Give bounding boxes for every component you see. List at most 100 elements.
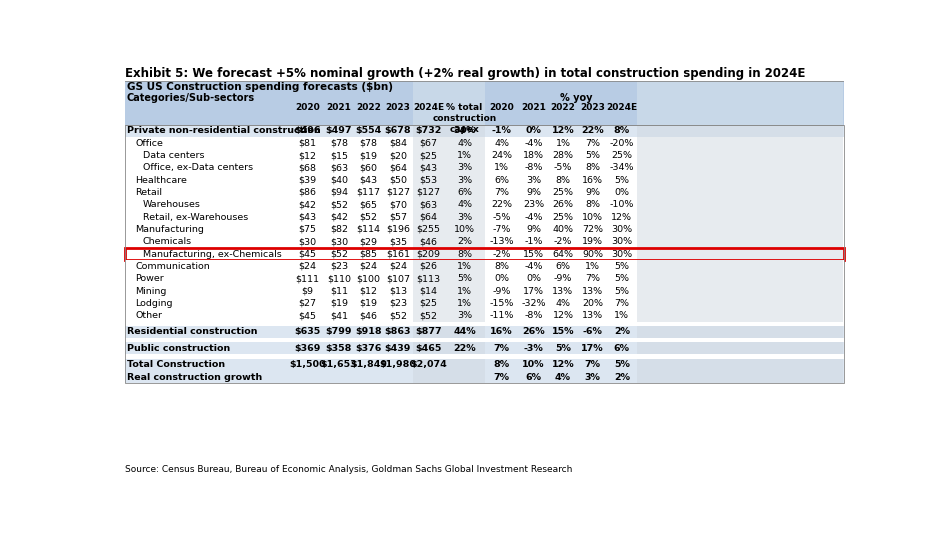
Text: 6%: 6% bbox=[526, 373, 541, 382]
Text: 0%: 0% bbox=[526, 127, 541, 135]
Text: $43: $43 bbox=[419, 163, 437, 172]
Text: $19: $19 bbox=[359, 151, 378, 160]
Text: Manufacturing: Manufacturing bbox=[135, 225, 204, 234]
Bar bbox=[636, 162, 844, 174]
Text: -32%: -32% bbox=[521, 299, 546, 308]
Text: 44%: 44% bbox=[454, 327, 476, 336]
Text: 7%: 7% bbox=[495, 188, 509, 197]
Text: 6%: 6% bbox=[555, 262, 571, 271]
Text: $127: $127 bbox=[417, 188, 440, 197]
Bar bbox=[636, 199, 844, 211]
Bar bbox=[444, 297, 485, 309]
Bar bbox=[126, 223, 844, 236]
Text: -8%: -8% bbox=[524, 163, 543, 172]
Text: 1%: 1% bbox=[457, 299, 472, 308]
Text: $39: $39 bbox=[299, 176, 317, 185]
Text: 13%: 13% bbox=[553, 287, 573, 295]
Bar bbox=[126, 248, 844, 260]
Bar bbox=[413, 223, 444, 236]
Text: $113: $113 bbox=[417, 274, 440, 283]
Bar bbox=[413, 248, 444, 260]
Bar bbox=[413, 174, 444, 186]
Text: $42: $42 bbox=[330, 213, 348, 222]
Bar bbox=[126, 326, 844, 338]
Bar bbox=[636, 273, 844, 285]
Bar bbox=[444, 211, 485, 223]
Text: 2%: 2% bbox=[457, 237, 472, 246]
Text: Mining: Mining bbox=[135, 287, 166, 295]
Text: 7%: 7% bbox=[585, 274, 600, 283]
Bar bbox=[413, 186, 444, 199]
Text: $14: $14 bbox=[419, 287, 437, 295]
Text: $46: $46 bbox=[359, 311, 378, 320]
Text: 34%: 34% bbox=[454, 127, 476, 135]
Text: $25: $25 bbox=[419, 151, 437, 160]
Bar bbox=[413, 285, 444, 297]
Text: 26%: 26% bbox=[522, 327, 545, 336]
Text: -13%: -13% bbox=[490, 237, 514, 246]
Text: $12: $12 bbox=[299, 151, 317, 160]
Bar bbox=[126, 359, 844, 371]
Text: 30%: 30% bbox=[611, 225, 632, 234]
Text: GS US Construction spending forecasts ($bn): GS US Construction spending forecasts ($… bbox=[126, 81, 393, 92]
Text: 64%: 64% bbox=[553, 250, 573, 259]
Text: $2,074: $2,074 bbox=[410, 361, 447, 369]
Text: $117: $117 bbox=[357, 188, 380, 197]
Text: $46: $46 bbox=[419, 237, 437, 246]
Text: 25%: 25% bbox=[611, 151, 632, 160]
Text: 2024E: 2024E bbox=[413, 103, 444, 112]
Bar bbox=[413, 326, 444, 338]
Text: 7%: 7% bbox=[585, 139, 600, 148]
Text: 1%: 1% bbox=[457, 151, 472, 160]
Bar bbox=[444, 137, 485, 149]
Text: 9%: 9% bbox=[526, 188, 541, 197]
Text: $1,980: $1,980 bbox=[379, 361, 417, 369]
Bar bbox=[413, 273, 444, 285]
Text: $678: $678 bbox=[384, 127, 411, 135]
Bar bbox=[444, 260, 485, 273]
Bar bbox=[413, 309, 444, 322]
Bar bbox=[636, 297, 844, 309]
Bar bbox=[126, 81, 844, 125]
Text: -3%: -3% bbox=[524, 343, 543, 353]
Text: $255: $255 bbox=[417, 225, 440, 234]
Bar bbox=[636, 309, 844, 322]
Bar bbox=[636, 285, 844, 297]
Text: $918: $918 bbox=[355, 327, 381, 336]
Bar bbox=[636, 81, 844, 125]
Bar bbox=[444, 359, 485, 371]
Bar bbox=[126, 137, 844, 149]
Text: 1%: 1% bbox=[614, 311, 630, 320]
Text: -2%: -2% bbox=[493, 250, 511, 259]
Text: Other: Other bbox=[135, 311, 163, 320]
Text: $23: $23 bbox=[330, 262, 348, 271]
Text: 72%: 72% bbox=[582, 225, 603, 234]
Bar bbox=[413, 125, 444, 137]
Text: 1%: 1% bbox=[555, 139, 571, 148]
Text: 8%: 8% bbox=[494, 361, 510, 369]
Text: 6%: 6% bbox=[613, 343, 630, 353]
Text: $369: $369 bbox=[295, 343, 320, 353]
Text: 5%: 5% bbox=[614, 274, 630, 283]
Bar bbox=[444, 309, 485, 322]
Text: 12%: 12% bbox=[552, 361, 574, 369]
Text: 1%: 1% bbox=[457, 262, 472, 271]
Text: $15: $15 bbox=[330, 151, 348, 160]
Text: 22%: 22% bbox=[581, 127, 604, 135]
Text: $20: $20 bbox=[389, 151, 407, 160]
Text: $45: $45 bbox=[299, 250, 317, 259]
Text: $107: $107 bbox=[386, 274, 410, 283]
Text: 3%: 3% bbox=[457, 213, 472, 222]
Text: -4%: -4% bbox=[524, 262, 543, 271]
Text: 20%: 20% bbox=[582, 299, 603, 308]
Text: -9%: -9% bbox=[553, 274, 573, 283]
Text: $1,500: $1,500 bbox=[289, 361, 326, 369]
Bar bbox=[444, 162, 485, 174]
Bar bbox=[126, 260, 844, 273]
Text: Warehouses: Warehouses bbox=[143, 201, 201, 209]
Text: 1%: 1% bbox=[495, 163, 509, 172]
Bar bbox=[636, 248, 844, 260]
Text: 8%: 8% bbox=[613, 127, 630, 135]
Text: $19: $19 bbox=[330, 299, 348, 308]
Text: 17%: 17% bbox=[581, 343, 604, 353]
